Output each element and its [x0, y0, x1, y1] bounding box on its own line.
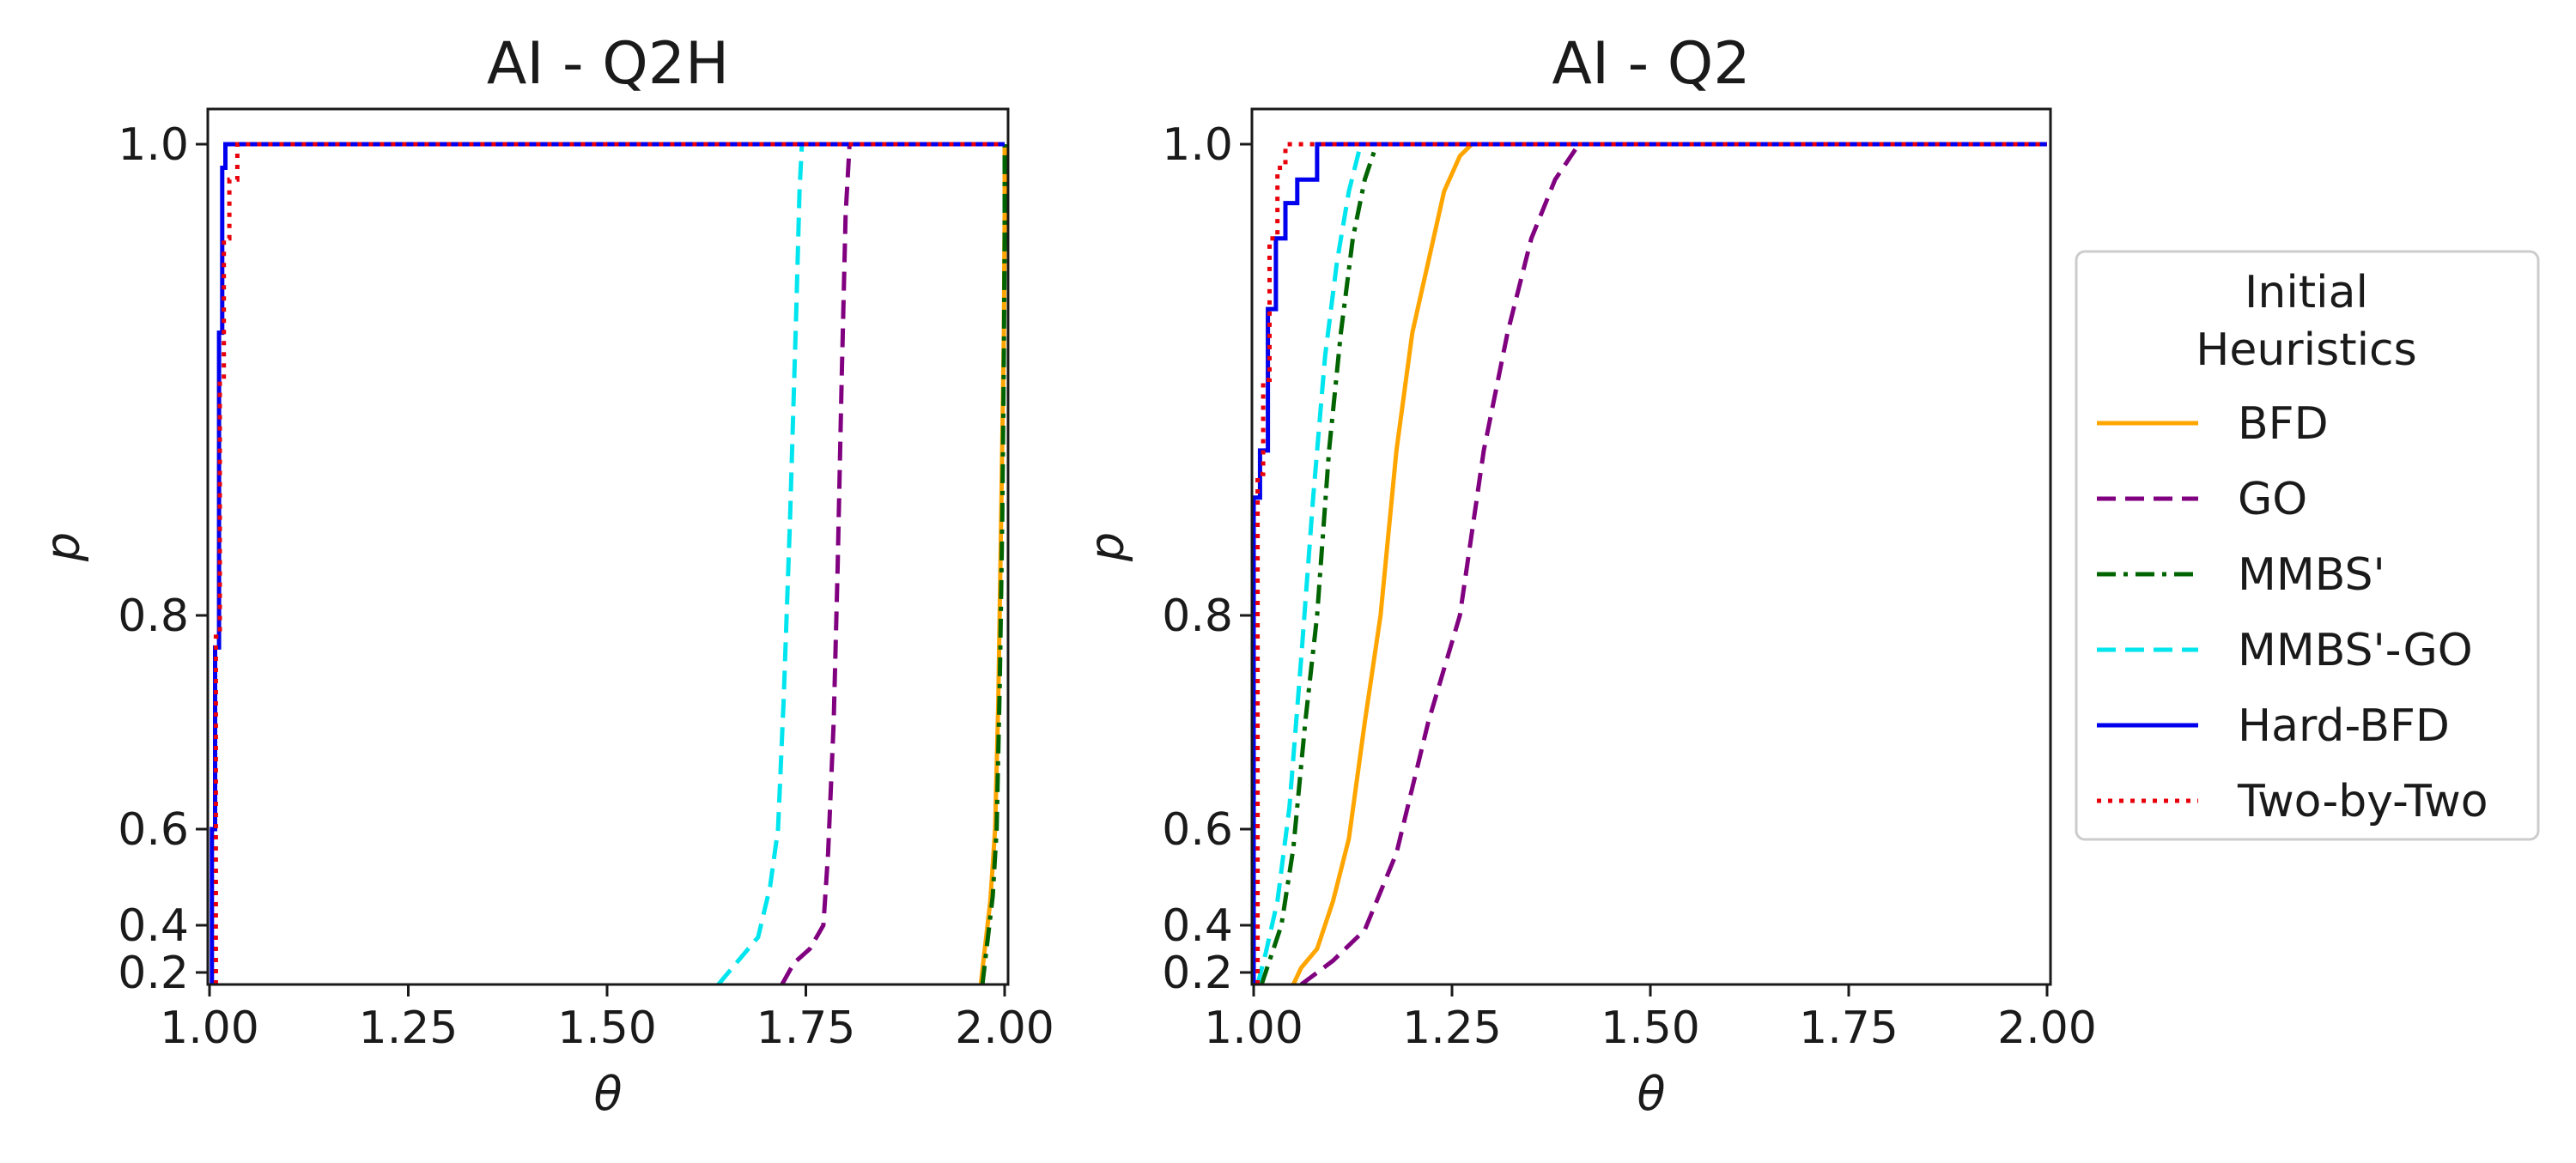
legend-title-line1: Initial — [2245, 267, 2368, 318]
panel-1: 1.00 1.25 1.50 1.75 2.00 0.20.4 0.6 0.8 1.0 AI - … — [36, 30, 1054, 1121]
y-tick-label: 0.2 — [118, 948, 189, 999]
plots: 1.00 1.25 1.50 1.75 2.000.20.40.60.81.0AI - … — [36, 30, 2097, 1121]
y-tick-label: 1.0 — [1162, 119, 1233, 171]
x-tick-label: 1.75 — [1799, 1002, 1899, 1054]
y-tick-label: 0.6 — [1162, 804, 1233, 856]
series-line-two-by-two — [213, 142, 1005, 984]
series-group — [210, 142, 1007, 984]
y-tick-label: 0.8 — [118, 591, 189, 642]
series-group — [1252, 142, 2047, 984]
series-line-go — [1299, 142, 1581, 984]
legend-title-line2: Heuristics — [2196, 324, 2417, 376]
legend: Initial Heuristics BFD GO MMBS' MMBS'-GO Har… — [2075, 250, 2540, 841]
y-tick-label: 1.0 — [118, 119, 189, 171]
x-tick-label: 1.50 — [557, 1002, 657, 1054]
series-line-go — [780, 143, 852, 984]
y-tick-label: 0.2 — [1162, 948, 1233, 999]
chart-title: AI - Q2 — [1552, 30, 1750, 98]
chart-title: AI - Q2H — [487, 30, 729, 98]
x-tick-label: 2.00 — [955, 1002, 1054, 1054]
x-tick-label: 1.50 — [1601, 1002, 1700, 1054]
legend-entry-label: GO — [2238, 474, 2307, 525]
series-line-two-by-two — [1255, 142, 2047, 984]
series-line-hard-bfd — [210, 142, 1005, 984]
x-tick-label: 1.25 — [1402, 1002, 1502, 1054]
series-line-mmbs-go — [716, 143, 805, 984]
legend-entry-label: BFD — [2238, 398, 2329, 450]
series-line-mmbs-go — [1255, 143, 1364, 984]
y-tick-label: 0.6 — [118, 804, 189, 856]
y-axis-label: p — [1080, 532, 1134, 562]
legend-entry-label: Hard-BFD — [2238, 700, 2450, 752]
y-tick-label: 0.4 — [1162, 900, 1233, 952]
legend-entry-label: MMBS' — [2238, 549, 2385, 601]
x-axis-label: θ — [1637, 1067, 1665, 1121]
legend-frame — [2075, 250, 2540, 841]
panel-2: 1.00 1.25 1.50 1.75 2.00 0.20.4 0.6 0.8 1.0 AI - … — [1080, 30, 2097, 1121]
x-tick-label: 1.75 — [756, 1002, 856, 1054]
y-tick-label: 0.8 — [1162, 591, 1233, 642]
y-tick-label: 0.4 — [118, 900, 189, 952]
x-tick-label: 1.25 — [359, 1002, 459, 1054]
series-line-bfd — [978, 144, 1007, 984]
series-line-bfd — [1291, 142, 1473, 984]
series-line-hard-bfd — [1252, 142, 2047, 984]
x-tick-label: 1.00 — [160, 1002, 259, 1054]
axes-frame — [1250, 107, 2052, 986]
legend-entries: BFD GO MMBS' MMBS'-GO Hard-BFD Two-by-Two — [2097, 398, 2488, 827]
x-tick-label: 2.00 — [1997, 1002, 2097, 1054]
legend-entry-label: Two-by-Two — [2237, 776, 2488, 827]
axes-frame — [206, 107, 1010, 986]
x-axis-label: θ — [593, 1067, 622, 1121]
x-tick-label: 1.00 — [1204, 1002, 1303, 1054]
legend-entry-label: MMBS'-GO — [2238, 625, 2473, 676]
y-axis-label: p — [36, 532, 90, 562]
series-line-mmbs- — [1259, 143, 1379, 984]
series-line-mmbs- — [980, 144, 1007, 984]
